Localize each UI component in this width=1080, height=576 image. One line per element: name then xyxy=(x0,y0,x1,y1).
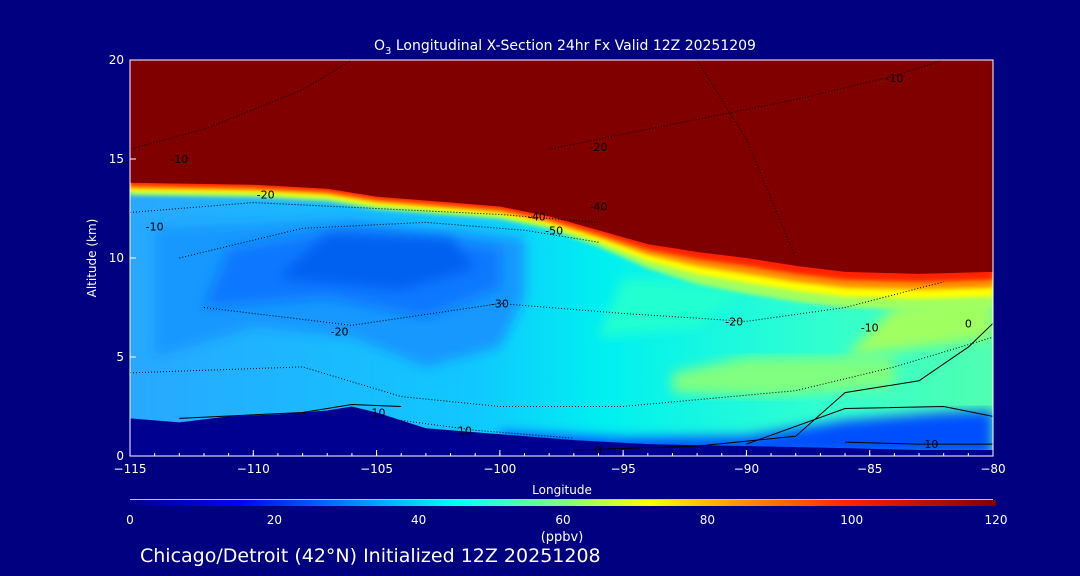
x-tick-label: −95 xyxy=(610,462,635,476)
axes: −115 −110 −105 −100 −95 −90 −85 −80 0 5 10 15 20 xyxy=(109,53,1006,476)
colorbar-tick-label: 60 xyxy=(555,513,570,527)
contour-line-dotted xyxy=(130,336,993,407)
colorbar-label: (ppbv) xyxy=(541,530,584,545)
x-tick-label: −90 xyxy=(734,462,759,476)
contour-label: -20 xyxy=(725,315,743,328)
x-tick-label: −85 xyxy=(857,462,882,476)
contour-label: 0 xyxy=(595,444,602,457)
colorbar-tick-label: 40 xyxy=(411,513,426,527)
contour-label: -20 xyxy=(257,189,275,202)
contour-line-dotted xyxy=(130,60,353,150)
colorbar xyxy=(130,500,996,506)
y-tick-label: 0 xyxy=(116,449,124,463)
contour-label: -10 xyxy=(454,424,472,437)
x-tick-label: −100 xyxy=(483,462,516,476)
contour-label: -10 xyxy=(885,72,903,85)
terrain xyxy=(130,406,993,456)
plot-area: -10-20-10-40-50-40-20-10-30-20-20 -10 0-10… xyxy=(130,60,993,457)
contour-line-solid xyxy=(746,405,993,445)
colorbar-tick-label: 100 xyxy=(840,513,863,527)
contour-label: -20 xyxy=(331,325,349,338)
y-tick-label: 10 xyxy=(109,251,124,265)
x-axis-label: Longitude xyxy=(532,483,592,497)
colorbar-tick-label: 0 xyxy=(126,513,134,527)
chart-title: O3 Longitudinal X-Section 24hr Fx Valid … xyxy=(374,38,756,57)
footer-caption: Chicago/Detroit (42°N) Initialized 12Z 2… xyxy=(140,545,601,567)
contour-line-dotted xyxy=(696,60,797,259)
contour-label: -40 xyxy=(528,210,546,223)
contour-line-dotted xyxy=(203,281,944,326)
x-tick-label: −115 xyxy=(114,462,147,476)
contour-label: -20 xyxy=(590,141,608,154)
contour-line-solid xyxy=(845,441,993,445)
contour-line-dotted xyxy=(401,419,574,439)
contour-line-solid xyxy=(573,322,993,451)
contour-label: 10 xyxy=(924,438,938,451)
y-tick-label: 20 xyxy=(109,53,124,67)
colorbar-ticks: 0 20 40 60 80 100 120 xyxy=(126,513,1007,527)
x-tick-label: −105 xyxy=(360,462,393,476)
x-tick-label: −110 xyxy=(237,462,270,476)
contour-label: -40 xyxy=(590,201,608,214)
y-axis-label: Altitude (km) xyxy=(85,219,99,298)
x-tick-label: −80 xyxy=(980,462,1005,476)
contour-label: -10 xyxy=(368,406,386,419)
stratosphere-layer xyxy=(130,60,993,274)
contour-line-dotted xyxy=(179,221,599,259)
ozone-field-region xyxy=(672,357,895,397)
y-tick-label: 15 xyxy=(109,152,124,166)
colorbar-tick-label: 80 xyxy=(700,513,715,527)
y-tick-label: 5 xyxy=(116,350,124,364)
contour-label: -10 xyxy=(170,153,188,166)
contour-label: -30 xyxy=(491,298,509,311)
contour-label: 0 xyxy=(965,317,972,330)
ozone-field-region xyxy=(277,234,476,290)
ozone-field-region xyxy=(598,277,747,338)
contour-label: -10 xyxy=(146,220,164,233)
contour-line-solid xyxy=(179,404,402,419)
colorbar-tick-label: 120 xyxy=(985,513,1008,527)
contour-label: -50 xyxy=(545,224,563,237)
colorbar-tick-label: 20 xyxy=(267,513,282,527)
contour-label: -10 xyxy=(861,321,879,334)
